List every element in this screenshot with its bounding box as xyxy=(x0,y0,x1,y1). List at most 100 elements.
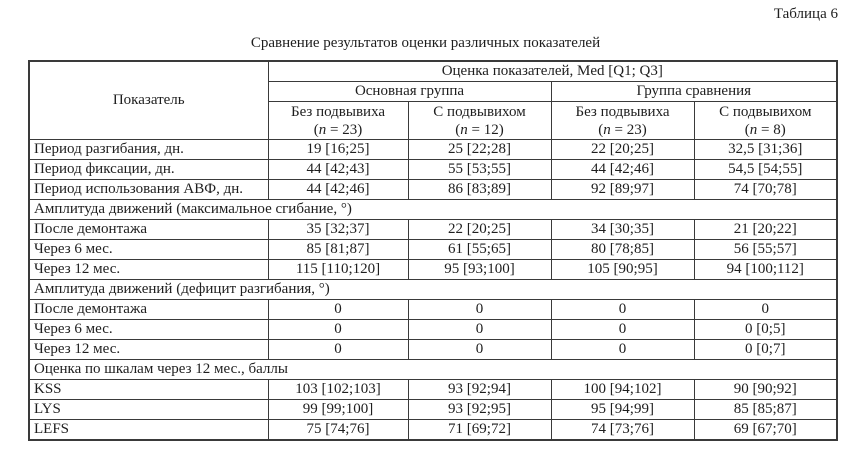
header-subcol-comparison-nosublux: Без подвывиха (n = 23) xyxy=(550,101,695,140)
subcol-label: С подвывихом xyxy=(719,103,812,120)
row-label: Через 6 мес. xyxy=(28,239,269,260)
row-value: 99 [99;100] xyxy=(267,399,409,420)
row-value: 0 xyxy=(693,299,838,320)
row-value: 22 [20;25] xyxy=(407,219,552,240)
row-value: 0 xyxy=(267,339,409,360)
row-label: Через 12 мес. xyxy=(28,339,269,360)
row-label: LYS xyxy=(28,399,269,420)
table-row: Период использования АВФ, дн. 44 [42;46] 8… xyxy=(28,179,838,200)
header-main-group: Основная группа xyxy=(267,81,552,102)
row-label: LEFS xyxy=(28,419,269,441)
row-value: 25 [22;28] xyxy=(407,139,552,160)
table-row: Через 6 мес. 85 [81;87] 61 [55;65] 80 [78;8… xyxy=(28,239,838,260)
table-row: После демонтажа 35 [32;37] 22 [20;25] 34 [3… xyxy=(28,219,838,240)
subcol-label: Без подвывиха xyxy=(290,103,386,120)
table-row: Через 12 мес. 115 [110;120] 95 [93;100] 105… xyxy=(28,259,838,280)
table-header: Показатель Оценка показателей, Med [Q1; … xyxy=(28,60,838,140)
header-subcol-main-sublux: С подвывихом (n = 12) xyxy=(407,101,552,140)
row-label: После демонтажа xyxy=(28,219,269,240)
row-value: 93 [92;94] xyxy=(407,379,552,400)
table-number-label: Таблица 6 xyxy=(773,6,838,22)
row-value: 44 [42;46] xyxy=(550,159,695,180)
table-caption: Сравнение результатов оценки различных п… xyxy=(250,35,601,51)
header-comparison-group: Группа сравнения xyxy=(550,81,838,102)
row-label: Через 12 мес. xyxy=(28,259,269,280)
row-value: 0 xyxy=(267,319,409,340)
row-value: 80 [78;85] xyxy=(550,239,695,260)
subcol-count: (n = 8) xyxy=(744,121,786,138)
table-row: KSS 103 [102;103] 93 [92;94] 100 [94;102] 90… xyxy=(28,379,838,400)
row-value: 74 [73;76] xyxy=(550,419,695,441)
table-row: Период фиксации, дн. 44 [42;43] 55 [53;55]… xyxy=(28,159,838,180)
row-label: Период фиксации, дн. xyxy=(28,159,269,180)
row-label: Через 6 мес. xyxy=(28,319,269,340)
header-assessment-title: Оценка показателей, Med [Q1; Q3] xyxy=(267,60,838,82)
row-value: 0 xyxy=(407,339,552,360)
row-label: KSS xyxy=(28,379,269,400)
section-label: Амплитуда движений (дефицит разгибания, … xyxy=(28,279,838,300)
row-value: 95 [93;100] xyxy=(407,259,552,280)
row-value: 100 [94;102] xyxy=(550,379,695,400)
section-label: Оценка по шкалам через 12 мес., баллы xyxy=(28,359,838,380)
row-label: После демонтажа xyxy=(28,299,269,320)
section-row: Амплитуда движений (дефицит разгибания, … xyxy=(28,279,838,300)
header-subcol-main-nosublux: Без подвывиха (n = 23) xyxy=(267,101,409,140)
row-value: 115 [110;120] xyxy=(267,259,409,280)
row-value: 0 xyxy=(550,339,695,360)
row-value: 54,5 [54;55] xyxy=(693,159,838,180)
table-row: LEFS 75 [74;76] 71 [69;72] 74 [73;76] 69 [67… xyxy=(28,419,838,441)
row-value: 0 [0;7] xyxy=(693,339,838,360)
header-indicator: Показатель xyxy=(28,60,269,140)
row-value: 0 [0;5] xyxy=(693,319,838,340)
row-value: 105 [90;95] xyxy=(550,259,695,280)
results-table: Показатель Оценка показателей, Med [Q1; … xyxy=(28,60,839,441)
row-value: 0 xyxy=(407,299,552,320)
row-value: 94 [100;112] xyxy=(693,259,838,280)
row-value: 35 [32;37] xyxy=(267,219,409,240)
row-value: 19 [16;25] xyxy=(267,139,409,160)
row-value: 21 [20;22] xyxy=(693,219,838,240)
row-value: 0 xyxy=(550,299,695,320)
header-subcol-comparison-sublux: С подвывихом (n = 8) xyxy=(693,101,838,140)
row-value: 86 [83;89] xyxy=(407,179,552,200)
subcol-label: Без подвывиха xyxy=(575,103,670,120)
subcol-count: (n = 23) xyxy=(313,121,363,138)
row-value: 92 [89;97] xyxy=(550,179,695,200)
section-label: Амплитуда движений (максимальное сгибани… xyxy=(28,199,838,220)
table-row: Период разгибания, дн. 19 [16;25] 25 [22;2… xyxy=(28,139,838,160)
row-value: 0 xyxy=(550,319,695,340)
row-value: 95 [94;99] xyxy=(550,399,695,420)
row-value: 34 [30;35] xyxy=(550,219,695,240)
table-row: LYS 99 [99;100] 93 [92;95] 95 [94;99] 85 [85… xyxy=(28,399,838,420)
subcol-label: С подвывихом xyxy=(433,103,526,120)
row-value: 56 [55;57] xyxy=(693,239,838,260)
row-value: 61 [55;65] xyxy=(407,239,552,260)
row-value: 44 [42;43] xyxy=(267,159,409,180)
header-row-3: Без подвывиха (n = 23) С подвывихом (n =… xyxy=(29,101,838,140)
row-value: 71 [69;72] xyxy=(407,419,552,441)
section-row: Амплитуда движений (максимальное сгибани… xyxy=(28,199,838,220)
table-row: После демонтажа 0 0 0 0 xyxy=(28,299,838,320)
row-value: 32,5 [31;36] xyxy=(693,139,838,160)
row-value: 0 xyxy=(267,299,409,320)
row-value: 69 [67;70] xyxy=(693,419,838,441)
row-value: 55 [53;55] xyxy=(407,159,552,180)
table-body: Период разгибания, дн. 19 [16;25] 25 [22;2… xyxy=(28,139,838,441)
row-value: 93 [92;95] xyxy=(407,399,552,420)
row-value: 85 [81;87] xyxy=(267,239,409,260)
row-value: 85 [85;87] xyxy=(693,399,838,420)
table-row: Через 12 мес. 0 0 0 0 [0;7] xyxy=(28,339,838,360)
subcol-count: (n = 23) xyxy=(598,121,647,138)
row-label: Период использования АВФ, дн. xyxy=(28,179,269,200)
row-value: 75 [74;76] xyxy=(267,419,409,441)
row-value: 22 [20;25] xyxy=(550,139,695,160)
row-value: 103 [102;103] xyxy=(267,379,409,400)
section-row: Оценка по шкалам через 12 мес., баллы xyxy=(28,359,838,380)
row-value: 74 [70;78] xyxy=(693,179,838,200)
row-value: 90 [90;92] xyxy=(693,379,838,400)
subcol-count: (n = 12) xyxy=(455,121,504,138)
table-row: Через 6 мес. 0 0 0 0 [0;5] xyxy=(28,319,838,340)
row-value: 44 [42;46] xyxy=(267,179,409,200)
header-row-1: Показатель Оценка показателей, Med [Q1; … xyxy=(28,60,838,140)
